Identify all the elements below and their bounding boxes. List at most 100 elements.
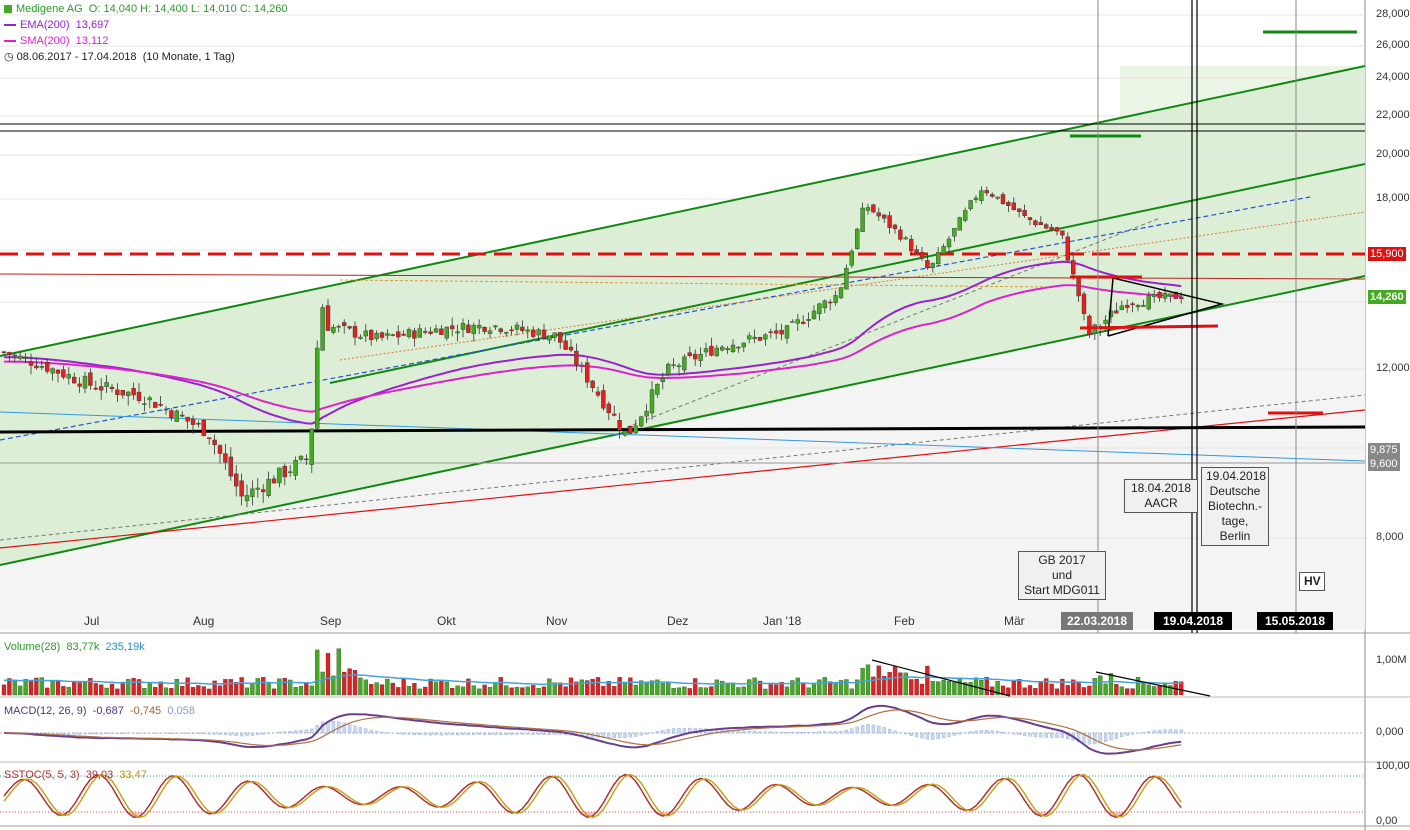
price-marker-gray-1: 9,875	[1368, 443, 1400, 457]
macd-histogram-bar	[774, 731, 778, 734]
volume-bar	[374, 682, 379, 696]
macd-histogram-bar	[396, 732, 400, 735]
volume-bar	[936, 681, 941, 696]
macd-histogram-bar	[299, 729, 303, 734]
candle-body	[482, 327, 487, 332]
volume-bar	[574, 681, 579, 696]
candle-body	[914, 249, 919, 253]
volume-bar	[714, 679, 719, 696]
macd-histogram-bar	[488, 732, 492, 735]
volume-bar	[406, 685, 412, 696]
orange-dotted-line	[339, 211, 1366, 361]
y-tick-label: 22,000	[1376, 109, 1410, 121]
price-marker-red: 15,900	[1368, 247, 1406, 261]
volume-bar	[223, 679, 228, 696]
volume-bar	[433, 681, 439, 696]
volume-bar	[639, 680, 644, 696]
candle-body	[174, 410, 180, 422]
candle-body	[1060, 230, 1065, 236]
candle-body	[574, 350, 579, 366]
volume-bar	[1125, 688, 1130, 696]
candle-body	[450, 325, 455, 330]
macd-histogram-bar	[1028, 732, 1032, 737]
volume-bar	[541, 686, 547, 696]
volume-bar	[255, 678, 260, 696]
candle-body	[871, 204, 876, 213]
volume-bar	[909, 679, 914, 696]
candle-body	[952, 228, 957, 237]
macd-histogram-bar	[115, 732, 120, 734]
volume-bar	[693, 678, 698, 696]
candle-body	[936, 252, 941, 264]
volume-bar	[612, 686, 617, 696]
volume-bar	[720, 680, 725, 696]
candle-body	[147, 397, 153, 401]
macd-histogram-bar	[250, 732, 255, 736]
volume-bar	[898, 672, 903, 696]
volume-bar	[234, 682, 239, 696]
macd-axis-label: 0,000	[1376, 726, 1404, 738]
volume-bar	[703, 687, 709, 696]
volume-bar	[158, 681, 163, 696]
macd-histogram-bar	[499, 732, 503, 735]
volume-bar	[131, 677, 136, 696]
volume-bar	[196, 685, 201, 696]
volume-bar	[277, 678, 282, 696]
candle-body	[271, 478, 277, 484]
macd-histogram-bar	[418, 732, 422, 735]
volume-bar	[217, 685, 223, 696]
macd-histogram-bar	[677, 728, 681, 734]
macd-histogram-bar	[925, 732, 930, 740]
macd-histogram-bar	[639, 732, 643, 736]
volume-bar	[99, 684, 104, 696]
macd-histogram-bar	[1087, 732, 1092, 745]
macd-histogram-bar	[266, 732, 271, 734]
macd-histogram-bar	[796, 731, 800, 734]
volume-trend-1	[871, 659, 1011, 697]
annotation-line: AACR	[1144, 496, 1178, 510]
volume-bar	[120, 681, 125, 696]
macd-histogram-bar	[931, 732, 935, 740]
candle-body	[1, 351, 7, 353]
candle-body	[741, 342, 746, 348]
volume-bar	[876, 665, 881, 696]
month-label: Feb	[894, 614, 915, 628]
volume-bar	[1103, 683, 1108, 696]
volume-bar	[55, 679, 61, 696]
volume-bar	[126, 679, 131, 696]
macd-histogram-bar	[353, 725, 357, 734]
macd-histogram-bar	[828, 731, 832, 734]
candle-body	[790, 321, 795, 323]
candle-body	[1065, 236, 1071, 261]
volume-bar	[190, 687, 196, 696]
candle-body	[1157, 292, 1162, 299]
volume-bar	[12, 679, 17, 696]
volume-bar	[466, 678, 471, 696]
volume-bar	[1130, 688, 1135, 696]
macd-histogram-bar	[256, 732, 260, 736]
volume-bar	[655, 679, 660, 696]
volume-bar	[1141, 682, 1146, 696]
candle-body	[882, 214, 887, 219]
candle-body	[369, 329, 374, 340]
candle-body	[498, 328, 503, 333]
sstoc-legend: SSTOC(5, 5, 3) 39,03 33,47	[4, 769, 147, 781]
macd-histogram-bar	[1060, 732, 1065, 738]
volume-bar	[352, 670, 358, 696]
candle-body	[693, 353, 698, 360]
date-range: 08.06.2017 - 17.04.2018	[16, 51, 137, 63]
candle-body	[1119, 305, 1125, 310]
volume-bar	[169, 688, 174, 696]
candle-body	[687, 352, 692, 356]
volume-bar	[104, 687, 109, 696]
volume-bar	[849, 688, 854, 696]
volume-bar	[552, 682, 557, 696]
volume-bar	[1000, 685, 1006, 696]
volume-bar	[1054, 688, 1060, 696]
candle-body	[1151, 294, 1157, 297]
macd-histogram-bar	[553, 732, 557, 735]
candle-body	[352, 326, 358, 338]
volume-legend: Volume(28) 83,77k 235,19k	[4, 641, 145, 653]
macd-histogram-bar	[1001, 732, 1005, 734]
candle-body	[644, 410, 649, 417]
